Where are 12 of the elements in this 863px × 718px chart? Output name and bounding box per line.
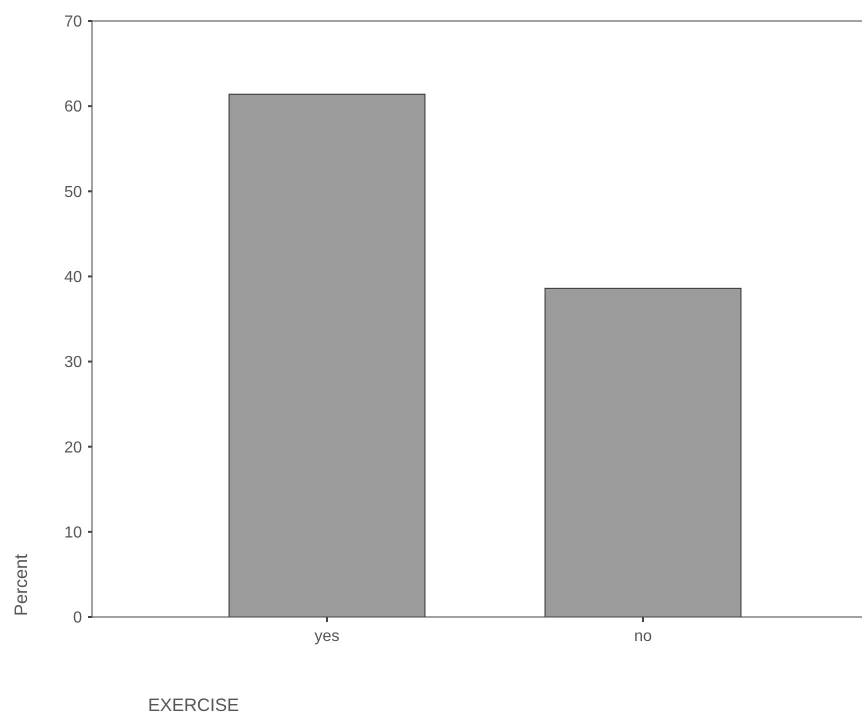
x-tick-label: no <box>634 628 652 645</box>
y-tick-label: 50 <box>64 184 82 201</box>
x-tick-label: yes <box>314 628 340 645</box>
y-tick-label: 0 <box>73 610 82 627</box>
y-tick-label: 40 <box>64 269 82 286</box>
y-tick-label: 30 <box>64 354 82 372</box>
y-tick-label: 20 <box>64 439 82 456</box>
y-tick-label: 70 <box>64 14 82 31</box>
y-tick-label: 10 <box>64 524 82 542</box>
y-axis-title: Percent <box>11 554 31 616</box>
x-axis-title: EXERCISE <box>148 695 240 715</box>
y-tick-label: 60 <box>64 98 82 116</box>
